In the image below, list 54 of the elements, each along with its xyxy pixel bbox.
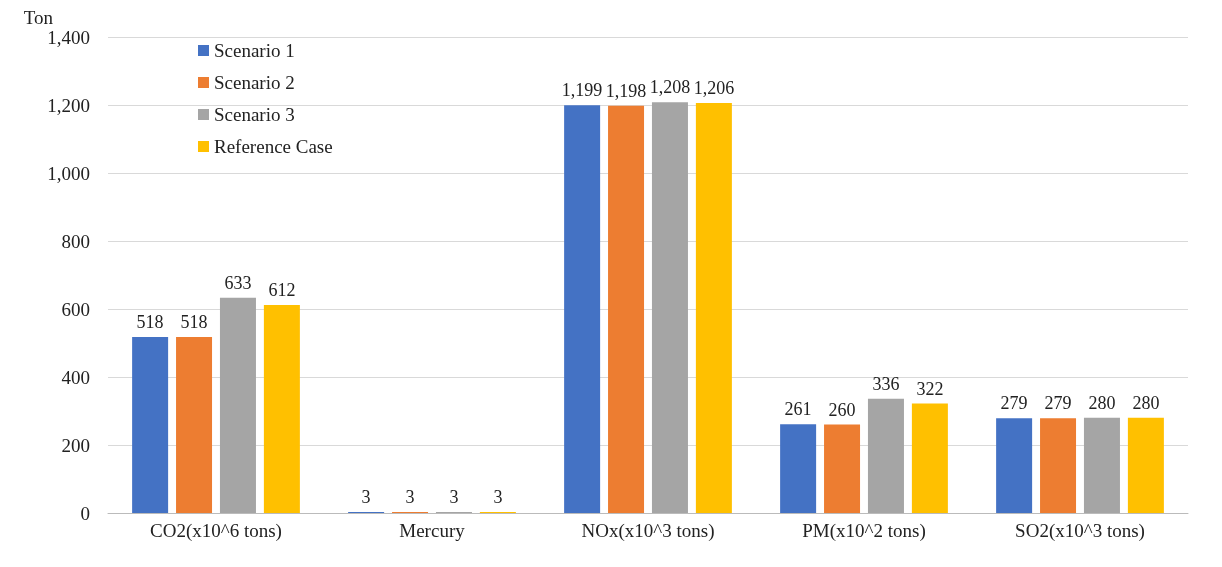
data-label: 633 [224,272,252,293]
bar [132,336,169,513]
data-label: 518 [136,311,164,332]
data-label: 612 [268,279,296,300]
data-label: 3 [405,486,415,507]
data-label: 322 [916,378,944,399]
data-label: 3 [361,486,371,507]
data-label: 280 [1132,392,1160,413]
x-tick-label: CO2(x10^6 tons) [150,520,282,542]
bar [824,424,861,513]
bar [867,398,904,513]
y-tick-label: 0 [80,502,90,524]
bar [263,304,300,513]
data-label: 1,206 [693,77,735,98]
y-axis-title: Ton [23,7,54,28]
bar [911,403,948,513]
data-label: 280 [1088,392,1116,413]
data-label: 1,208 [649,77,691,98]
legend-label: Scenario 1 [214,40,295,61]
data-label: 260 [828,399,856,420]
y-tick-label: 1,400 [47,26,90,48]
data-label: 279 [1000,393,1028,414]
bar [176,336,213,513]
bar [1040,418,1077,513]
bar [1083,417,1120,513]
bar [219,297,256,513]
data-label: 279 [1044,393,1072,414]
x-tick-label: NOx(x10^3 tons) [581,520,715,542]
data-label: 336 [872,373,900,394]
data-label: 261 [784,399,812,420]
data-label: 3 [449,486,459,507]
data-label: 3 [493,486,503,507]
y-tick-label: 400 [61,366,90,388]
legend-label: Reference Case [214,136,333,157]
bar [695,102,732,513]
y-tick-label: 600 [61,298,90,320]
data-label: 1,198 [605,80,647,101]
bar [564,105,601,513]
legend-label: Scenario 3 [214,104,295,125]
bar [996,418,1033,513]
data-label: 1,199 [561,80,603,101]
bar [780,424,817,513]
bar [1127,417,1164,513]
y-tick-label: 1,000 [47,162,90,184]
x-tick-label: SO2(x10^3 tons) [1015,520,1145,542]
x-tick-label: Mercury [399,520,466,541]
y-tick-label: 200 [61,434,90,456]
y-tick-label: 800 [61,230,90,252]
x-tick-label: PM(x10^2 tons) [802,520,926,542]
data-label: 518 [180,311,208,332]
y-tick-label: 1,200 [47,94,90,116]
bar [608,105,645,513]
bar [651,102,688,513]
legend-label: Scenario 2 [214,72,295,93]
